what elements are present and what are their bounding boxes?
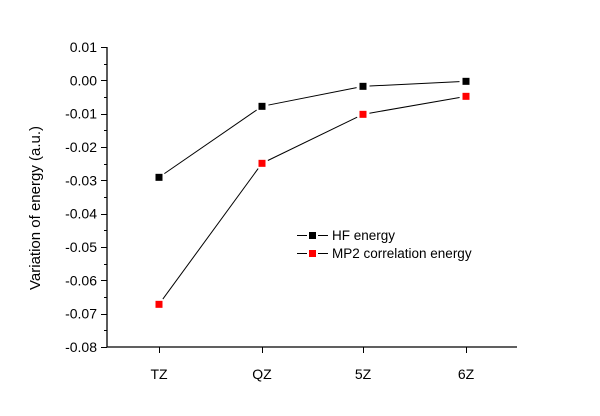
y-tick-label: -0.06 — [65, 272, 97, 288]
y-tick-label: -0.05 — [65, 239, 97, 255]
legend-label: MP2 correlation energy — [332, 246, 472, 261]
legend-marker — [309, 232, 316, 239]
series-line-segment — [369, 96, 460, 114]
data-point — [359, 82, 367, 90]
y-tick-label: 0.00 — [70, 72, 97, 88]
y-tick-label: -0.04 — [65, 206, 97, 222]
legend-item: HF energy — [297, 228, 395, 243]
series-line-segment — [162, 168, 259, 300]
legend-label: HF energy — [332, 228, 395, 243]
x-axis: TZ QZ 5Z 6Z — [107, 346, 517, 382]
x-tick-label: 5Z — [355, 366, 372, 382]
y-tick-label: -0.03 — [65, 172, 97, 188]
y-axis: 0.01 0.00 -0.01 -0.02 -0.03 -0.04 -0.05 -0.06 -0… — [65, 39, 108, 355]
x-tick-label: TZ — [150, 366, 168, 382]
y-tick-label: -0.07 — [65, 306, 97, 322]
data-point — [258, 102, 266, 110]
y-axis-title: Variation of energy (a.u.) — [27, 126, 44, 290]
y-tick-label: -0.02 — [65, 139, 97, 155]
x-tick-label: QZ — [252, 366, 272, 382]
series-mp2-correlation-energy — [155, 92, 470, 308]
series-hf-energy — [155, 77, 470, 181]
legend-marker — [309, 250, 316, 257]
y-tick-label: -0.08 — [65, 339, 97, 355]
legend: HF energy MP2 correlation energy — [297, 228, 472, 261]
data-point — [155, 173, 163, 181]
y-tick-label: 0.01 — [70, 39, 97, 55]
legend-item: MP2 correlation energy — [297, 246, 472, 261]
series-line-segment — [268, 87, 357, 106]
data-point — [359, 110, 367, 118]
data-point — [258, 159, 266, 167]
series-layer — [155, 77, 470, 308]
x-tick-label: 6Z — [458, 366, 475, 382]
data-point — [462, 77, 470, 85]
y-tick-label: -0.01 — [65, 106, 97, 122]
series-line-segment — [164, 109, 257, 175]
data-point — [462, 92, 470, 100]
series-line-segment — [369, 81, 460, 87]
data-point — [155, 300, 163, 308]
series-line-segment — [267, 116, 358, 161]
